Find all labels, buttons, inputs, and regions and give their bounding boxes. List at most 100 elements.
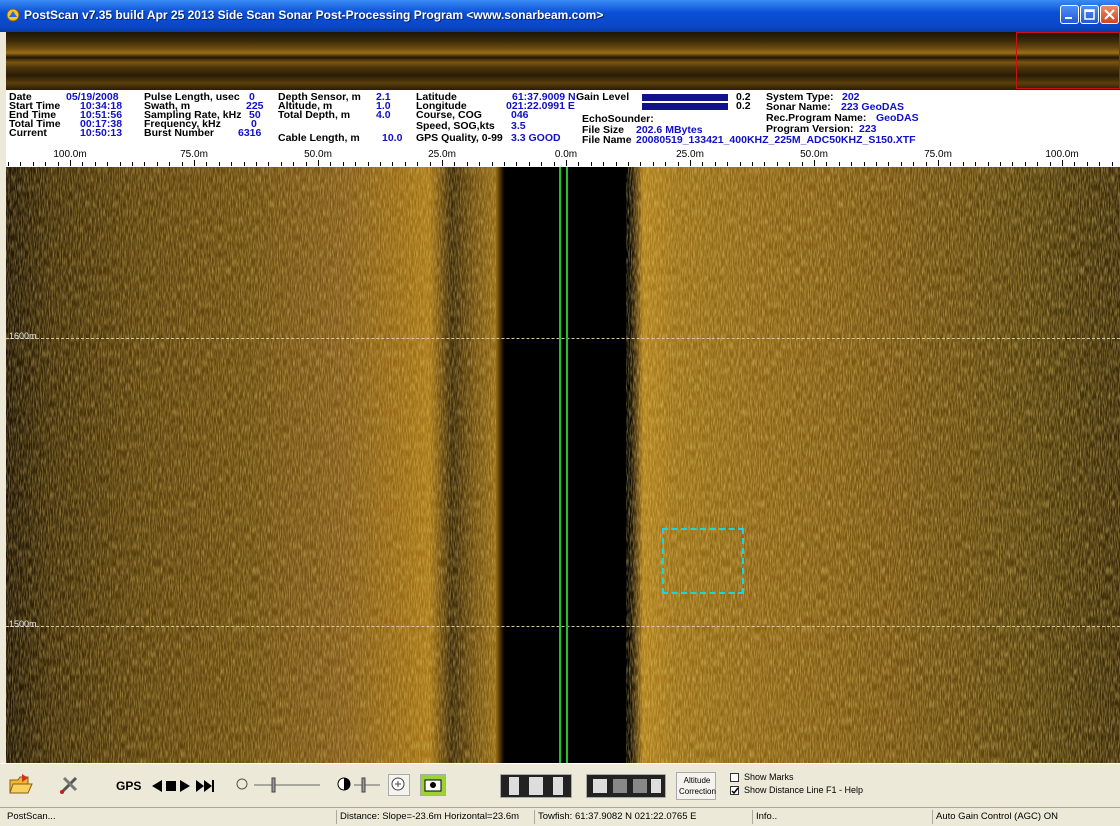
ruler-label-nadir: 0.0m bbox=[554, 149, 578, 160]
overview-selection-box[interactable] bbox=[1016, 32, 1120, 89]
sonar-overview-strip[interactable] bbox=[6, 32, 1120, 90]
gps-quality-label: GPS Quality, 0-99 bbox=[416, 132, 503, 144]
open-file-button[interactable] bbox=[8, 772, 34, 800]
show-distance-line-checkbox[interactable] bbox=[730, 786, 739, 795]
screenshot-button[interactable] bbox=[420, 774, 446, 796]
title-bar[interactable]: PostScan v7.35 build Apr 25 2013 Side Sc… bbox=[0, 0, 1120, 32]
ruler-minor-tick bbox=[839, 162, 840, 166]
range-ruler: 100.0m 75.0m 50.0m 25.0m 0.0m 25.0m 50.0… bbox=[6, 147, 1120, 168]
sonar-waterfall-view[interactable]: 1600m 1500m bbox=[6, 167, 1120, 763]
end-time-value: 10:51:56 bbox=[80, 109, 123, 121]
ruler-minor-tick bbox=[492, 162, 493, 166]
play-icon[interactable] bbox=[180, 780, 190, 792]
ruler-minor-tick bbox=[975, 162, 976, 166]
pulse-length-value: 0 bbox=[249, 91, 255, 103]
ruler-minor-tick bbox=[876, 162, 877, 166]
checkmark-icon bbox=[731, 787, 739, 795]
ruler-minor-tick bbox=[417, 162, 418, 166]
ruler-minor-tick bbox=[578, 162, 579, 166]
depth-sensor-value: 2.1 bbox=[376, 91, 391, 103]
ruler-minor-tick bbox=[281, 162, 282, 166]
brightness-icon bbox=[236, 778, 248, 790]
ruler-major-tick bbox=[690, 160, 691, 166]
ruler-label-port-75: 75.0m bbox=[180, 149, 208, 160]
ruler-major-tick bbox=[194, 160, 195, 166]
contrast-slider-thumb[interactable] bbox=[361, 777, 366, 793]
ruler-minor-tick bbox=[715, 162, 716, 166]
frequency-value: 0 bbox=[251, 118, 257, 130]
rewind-icon[interactable] bbox=[152, 780, 162, 792]
ruler-minor-tick bbox=[157, 162, 158, 166]
altitude-value: 1.0 bbox=[376, 100, 391, 112]
gain-value-2: 0.2 bbox=[736, 100, 751, 112]
ruler-minor-tick bbox=[392, 162, 393, 166]
fast-forward-icon[interactable] bbox=[196, 780, 214, 792]
brightness-slider[interactable] bbox=[234, 775, 324, 797]
tools-icon bbox=[60, 776, 78, 794]
sonar-name-label: Sonar Name: bbox=[766, 101, 831, 113]
ruler-minor-tick bbox=[8, 162, 9, 166]
depth-sensor-label: Depth Sensor, m bbox=[278, 91, 361, 103]
ruler-minor-tick bbox=[702, 162, 703, 166]
course-value: 046 bbox=[511, 109, 529, 121]
end-time-label: End Time bbox=[9, 109, 57, 121]
pulse-length-label: Pulse Length, usec bbox=[144, 91, 240, 103]
contrast-slider[interactable] bbox=[336, 775, 382, 797]
ruler-major-tick bbox=[938, 160, 939, 166]
gps-button[interactable]: GPS bbox=[112, 772, 144, 800]
ruler-label-stbd-50: 50.0m bbox=[800, 149, 828, 160]
slant-range-icon bbox=[509, 777, 563, 795]
altitude-correction-button[interactable]: Altitude Correction bbox=[676, 772, 716, 800]
ruler-minor-tick bbox=[554, 162, 555, 166]
ruler-minor-tick bbox=[913, 162, 914, 166]
status-info: Info.. bbox=[752, 810, 930, 824]
close-button[interactable] bbox=[1100, 5, 1119, 24]
bottom-toolbar: GPS Altitude Correction Show Marks Show … bbox=[0, 763, 1120, 808]
target-selection-box[interactable] bbox=[662, 528, 744, 594]
sampling-rate-value: 50 bbox=[249, 109, 261, 121]
zoom-in-icon bbox=[391, 777, 405, 791]
total-time-label: Total Time bbox=[9, 118, 61, 130]
swath-value: 225 bbox=[246, 100, 264, 112]
postscan-app-icon[interactable] bbox=[6, 8, 20, 22]
ruler-minor-tick bbox=[541, 162, 542, 166]
brightness-slider-thumb[interactable] bbox=[271, 777, 276, 793]
settings-button[interactable] bbox=[56, 772, 84, 800]
display-mode-button[interactable] bbox=[586, 774, 666, 798]
slant-range-correction-button[interactable] bbox=[500, 774, 572, 798]
course-label: Course, COG bbox=[416, 109, 482, 121]
ruler-minor-tick bbox=[33, 162, 34, 166]
ruler-minor-tick bbox=[826, 162, 827, 166]
cable-length-label: Cable Length, m bbox=[278, 132, 360, 144]
ruler-minor-tick bbox=[120, 162, 121, 166]
program-version-label: Program Version: bbox=[766, 123, 854, 135]
stop-icon[interactable] bbox=[166, 781, 176, 791]
ruler-major-tick bbox=[1062, 160, 1063, 166]
minimize-button[interactable] bbox=[1060, 5, 1079, 24]
show-marks-label: Show Marks bbox=[744, 772, 794, 782]
ruler-minor-tick bbox=[678, 162, 679, 166]
ruler-minor-tick bbox=[851, 162, 852, 166]
status-towfish-position: Towfish: 61:37.9082 N 021:22.0765 E bbox=[534, 810, 750, 824]
altitude-correction-label: Altitude Correction bbox=[679, 776, 716, 796]
ruler-minor-tick bbox=[219, 162, 220, 166]
playback-controls[interactable] bbox=[152, 778, 222, 794]
ruler-minor-tick bbox=[169, 162, 170, 166]
ruler-minor-tick bbox=[1099, 162, 1100, 166]
ruler-minor-tick bbox=[256, 162, 257, 166]
ruler-minor-tick bbox=[516, 162, 517, 166]
latitude-label: Latitude bbox=[416, 91, 457, 103]
show-marks-checkbox[interactable] bbox=[730, 773, 739, 782]
distance-line-1500 bbox=[6, 626, 1120, 627]
status-agc: Auto Gain Control (AGC) ON bbox=[932, 810, 1118, 824]
ruler-minor-tick bbox=[1087, 162, 1088, 166]
folder-open-icon bbox=[9, 774, 33, 794]
rec-program-name-label: Rec.Program Name: bbox=[766, 112, 867, 124]
window-title: PostScan v7.35 build Apr 25 2013 Side Sc… bbox=[24, 8, 604, 22]
maximize-button[interactable] bbox=[1080, 5, 1099, 24]
zoom-in-button[interactable] bbox=[388, 774, 410, 796]
gps-button-label: GPS bbox=[116, 779, 142, 793]
ruler-minor-tick bbox=[454, 162, 455, 166]
ruler-minor-tick bbox=[764, 162, 765, 166]
speed-label: Speed, SOG,kts bbox=[416, 120, 495, 132]
